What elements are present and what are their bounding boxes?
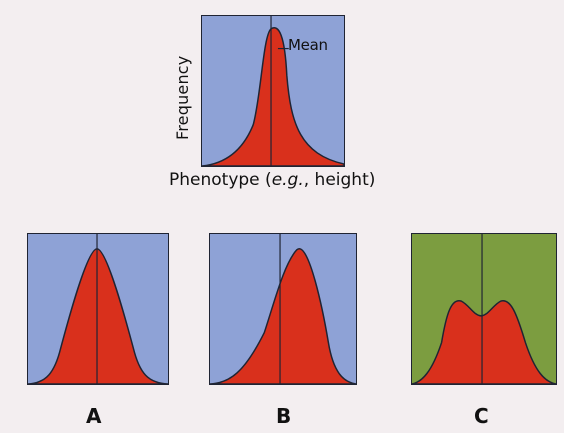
distribution-panel-c bbox=[411, 233, 557, 385]
curve-b bbox=[210, 248, 356, 384]
x-axis-label: Phenotype (e.g., height) bbox=[169, 170, 375, 190]
reference-distribution-panel bbox=[201, 15, 345, 167]
label-a: A bbox=[86, 404, 102, 428]
distribution-plot-b bbox=[210, 234, 356, 384]
distribution-panel-a bbox=[27, 233, 169, 385]
distribution-panel-b bbox=[209, 233, 357, 385]
curve-a bbox=[28, 248, 168, 384]
mean-label: Mean bbox=[288, 36, 328, 54]
distribution-plot-a bbox=[28, 234, 168, 384]
distribution-plot-c bbox=[412, 234, 556, 384]
x-axis-label-start: Phenotype ( bbox=[169, 170, 272, 190]
reference-distribution-plot bbox=[202, 16, 344, 166]
label-b: B bbox=[276, 404, 292, 428]
curve-c bbox=[412, 300, 556, 384]
x-axis-label-eg: e.g. bbox=[271, 170, 304, 190]
y-axis-label: Frequency bbox=[173, 55, 192, 140]
label-c: C bbox=[474, 404, 489, 428]
x-axis-label-end: , height) bbox=[303, 170, 376, 190]
